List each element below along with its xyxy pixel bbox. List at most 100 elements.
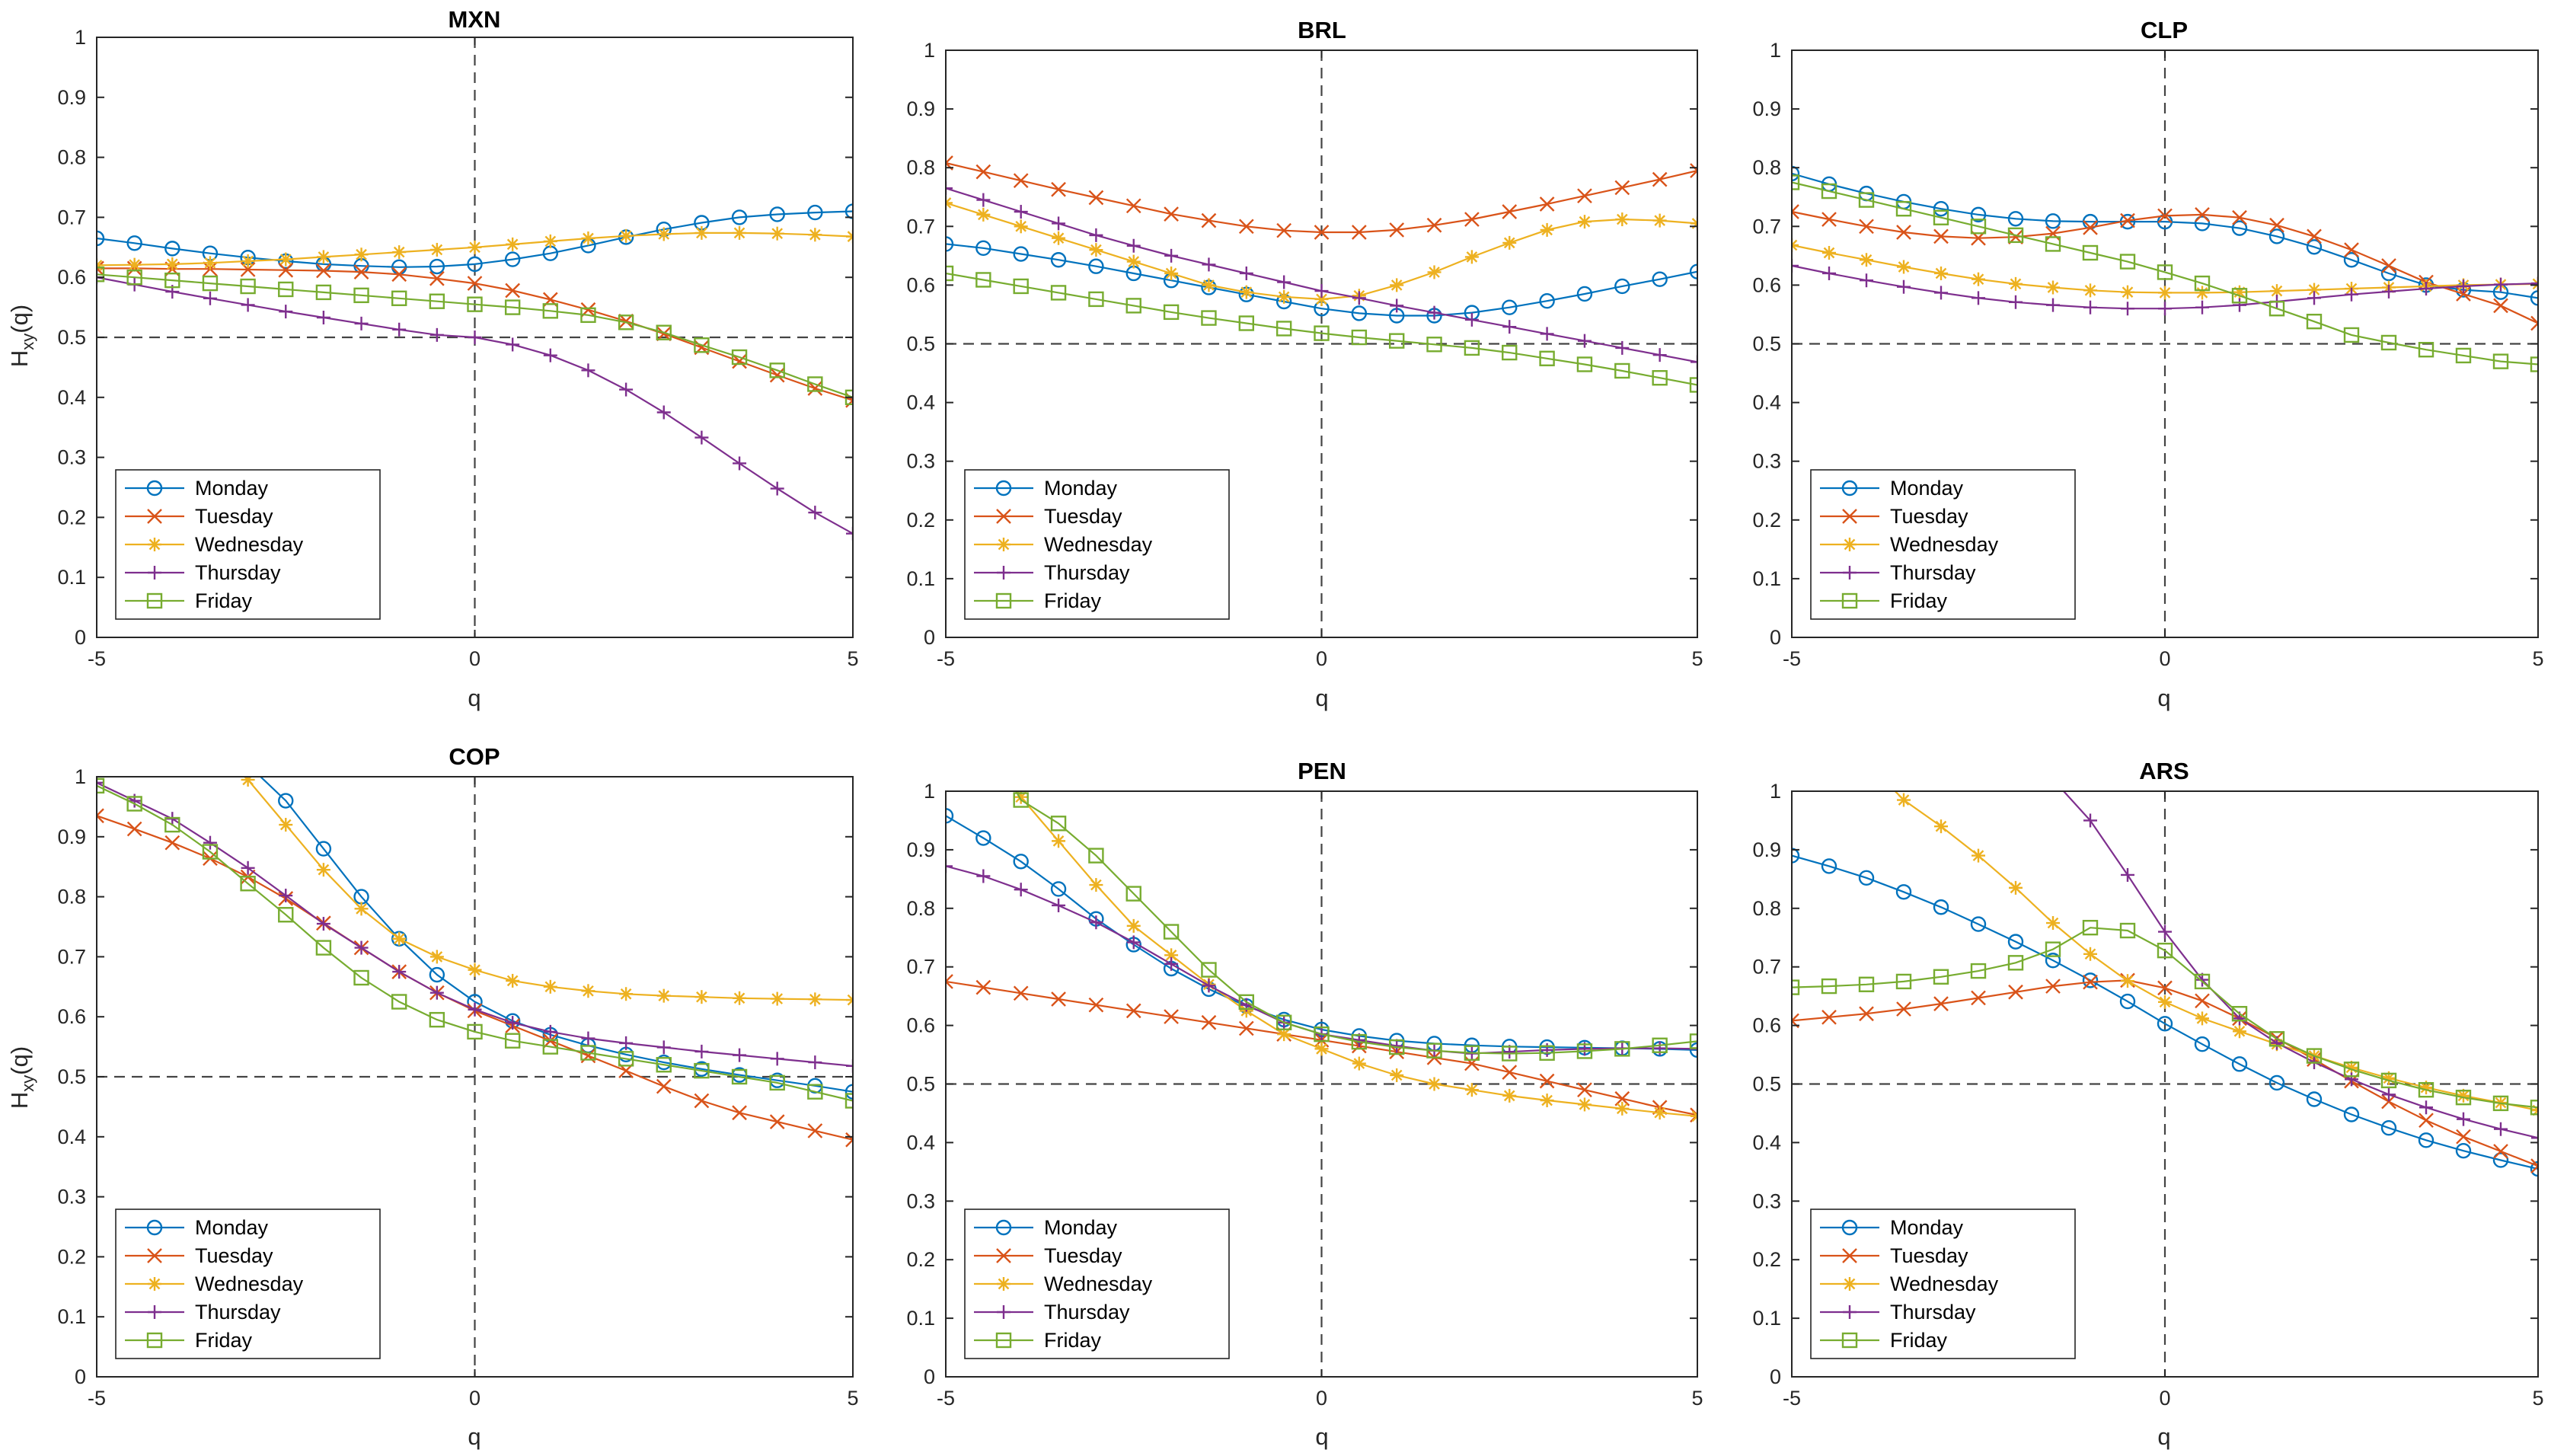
point-brl-monday-11 xyxy=(1351,305,1368,321)
y-axis-label-cop: Hxy(q) xyxy=(6,1046,37,1109)
point-clp-friday-20 xyxy=(2530,356,2538,372)
legend-marker-clp-monday xyxy=(1841,480,1858,497)
point-brl-tuesday-0-stroke-b xyxy=(946,155,953,164)
point-ars-tuesday-1-stroke-b xyxy=(1821,1009,1837,1025)
point-pen-wednesday-13 xyxy=(1427,1077,1442,1091)
point-ars-friday-6 xyxy=(2007,955,2024,971)
point-ars-monday-14 xyxy=(2306,1091,2323,1107)
point-brl-thursday-7 xyxy=(1202,257,1216,272)
point-pen-wednesday-12 xyxy=(1390,1068,1404,1082)
point-brl-wednesday-18 xyxy=(1615,212,1630,227)
y-tick-label-brl-2: 0.2 xyxy=(906,509,935,532)
point-mxn-monday-9-shape xyxy=(429,258,445,275)
point-mxn-wednesday-20-stroke-d xyxy=(847,235,853,242)
point-ars-friday-13-shape xyxy=(2268,1031,2285,1047)
point-clp-thursday-16 xyxy=(2382,284,2396,299)
point-clp-tuesday-4 xyxy=(1933,228,1949,244)
legend-label-mxn-friday: Friday xyxy=(195,589,253,612)
point-ars-friday-6-shape xyxy=(2007,955,2024,971)
point-ars-friday-1-shape xyxy=(1821,978,1837,995)
point-ars-monday-1 xyxy=(1821,858,1837,874)
legend-label-brl-monday: Monday xyxy=(1044,477,1118,500)
point-cop-monday-9 xyxy=(429,966,445,983)
point-cop-friday-0 xyxy=(97,777,105,794)
point-clp-friday-10 xyxy=(2157,264,2173,280)
y-tick-label-clp-5: 0.5 xyxy=(1752,333,1781,356)
point-pen-tuesday-17 xyxy=(1577,1082,1592,1098)
point-pen-monday-20-shape xyxy=(1689,1042,1697,1058)
point-brl-tuesday-18-stroke-b xyxy=(1614,180,1630,196)
point-ars-thursday-15 xyxy=(2345,1072,2358,1087)
point-ars-monday-16 xyxy=(2380,1119,2397,1136)
y-tick-label-pen-6: 0.6 xyxy=(906,1014,935,1037)
point-ars-wednesday-3-stroke-d xyxy=(1898,794,1910,806)
point-clp-tuesday-0 xyxy=(1792,204,1799,219)
point-pen-tuesday-3 xyxy=(1051,991,1066,1007)
point-mxn-tuesday-18 xyxy=(769,367,785,383)
point-clp-thursday-20 xyxy=(2531,276,2538,291)
point-cop-tuesday-19 xyxy=(807,1123,823,1138)
point-mxn-thursday-10 xyxy=(468,330,482,344)
point-brl-monday-0-shape xyxy=(946,236,954,252)
y-tick-label-brl-8: 0.8 xyxy=(906,156,935,179)
point-mxn-monday-0 xyxy=(97,230,105,247)
point-brl-monday-18 xyxy=(1614,278,1630,295)
point-mxn-wednesday-17 xyxy=(733,225,747,240)
point-clp-thursday-14 xyxy=(2307,291,2321,305)
point-clp-tuesday-19-stroke-b xyxy=(2493,298,2508,314)
point-clp-thursday-0 xyxy=(1792,258,1799,273)
legend-marker-pen-tuesday xyxy=(996,1248,1011,1263)
point-cop-friday-1-shape xyxy=(126,796,142,812)
x-tick-label-brl-1: 0 xyxy=(1316,647,1327,670)
point-pen-tuesday-15 xyxy=(1502,1065,1518,1080)
point-ars-thursday-8 xyxy=(2083,813,2097,828)
point-brl-thursday-11 xyxy=(1352,291,1366,305)
point-ars-tuesday-8-stroke-b xyxy=(2083,974,2098,990)
point-clp-wednesday-10-stroke-d xyxy=(2159,287,2171,299)
point-ars-friday-15 xyxy=(2343,1062,2360,1078)
point-pen-wednesday-19 xyxy=(1652,1106,1667,1120)
legend-marker-ars-wednesday-stroke-d xyxy=(1844,1278,1856,1290)
point-mxn-wednesday-10-stroke-d xyxy=(469,241,481,254)
point-mxn-monday-20 xyxy=(844,203,853,219)
point-clp-tuesday-1 xyxy=(1821,212,1837,227)
point-mxn-monday-20-shape xyxy=(844,203,853,219)
point-pen-tuesday-5 xyxy=(1125,1003,1141,1019)
legend-marker-mxn-thursday xyxy=(148,566,161,580)
point-brl-friday-18 xyxy=(1614,362,1630,379)
point-brl-wednesday-8-stroke-d xyxy=(1240,286,1253,298)
point-pen-friday-16 xyxy=(1539,1045,1555,1061)
series-line-ars-monday xyxy=(1792,854,2538,1170)
point-clp-monday-14-shape xyxy=(2306,239,2323,255)
legend-clp: Monday Tuesday Wednesday Thursday Friday xyxy=(1810,469,2076,620)
point-mxn-monday-11-shape xyxy=(504,251,521,267)
point-clp-monday-4 xyxy=(1933,200,1949,217)
point-cop-monday-20-shape xyxy=(844,1084,853,1100)
point-clp-wednesday-11 xyxy=(2195,286,2209,300)
point-brl-tuesday-13-stroke-b xyxy=(1426,217,1442,233)
legend-ars: Monday Tuesday Wednesday Thursday Friday xyxy=(1810,1209,2076,1359)
point-brl-friday-10-shape xyxy=(1314,325,1330,341)
point-clp-thursday-10 xyxy=(2158,302,2172,316)
panel-title-mxn: MXN xyxy=(449,6,501,33)
point-brl-friday-16-shape xyxy=(1539,350,1555,366)
point-mxn-friday-7-shape xyxy=(353,287,369,304)
y-tick-label-brl-4: 0.4 xyxy=(906,391,935,414)
y-tick-label-pen-5: 0.5 xyxy=(906,1073,935,1096)
legend-mxn: Monday Tuesday Wednesday Thursday Friday xyxy=(115,469,381,620)
point-clp-tuesday-10-stroke-b xyxy=(2157,208,2173,224)
legend-marker-brl-friday-shape xyxy=(995,592,1012,609)
point-brl-thursday-20 xyxy=(1691,355,1697,369)
point-mxn-monday-17-shape xyxy=(731,209,748,225)
point-mxn-friday-1-shape xyxy=(126,270,142,286)
point-brl-friday-3 xyxy=(1050,285,1067,301)
point-ars-monday-18-shape xyxy=(2455,1142,2472,1159)
legend-marker-clp-tuesday-stroke-b xyxy=(1842,509,1857,524)
point-pen-thursday-3 xyxy=(1052,898,1066,912)
point-ars-friday-0-shape xyxy=(1792,979,1800,995)
series-line-brl-friday xyxy=(946,272,1697,386)
point-cop-wednesday-6-stroke-d xyxy=(318,864,330,876)
point-mxn-wednesday-15 xyxy=(656,227,671,241)
series-group-clp xyxy=(1792,165,2538,372)
point-mxn-friday-17 xyxy=(731,349,748,366)
